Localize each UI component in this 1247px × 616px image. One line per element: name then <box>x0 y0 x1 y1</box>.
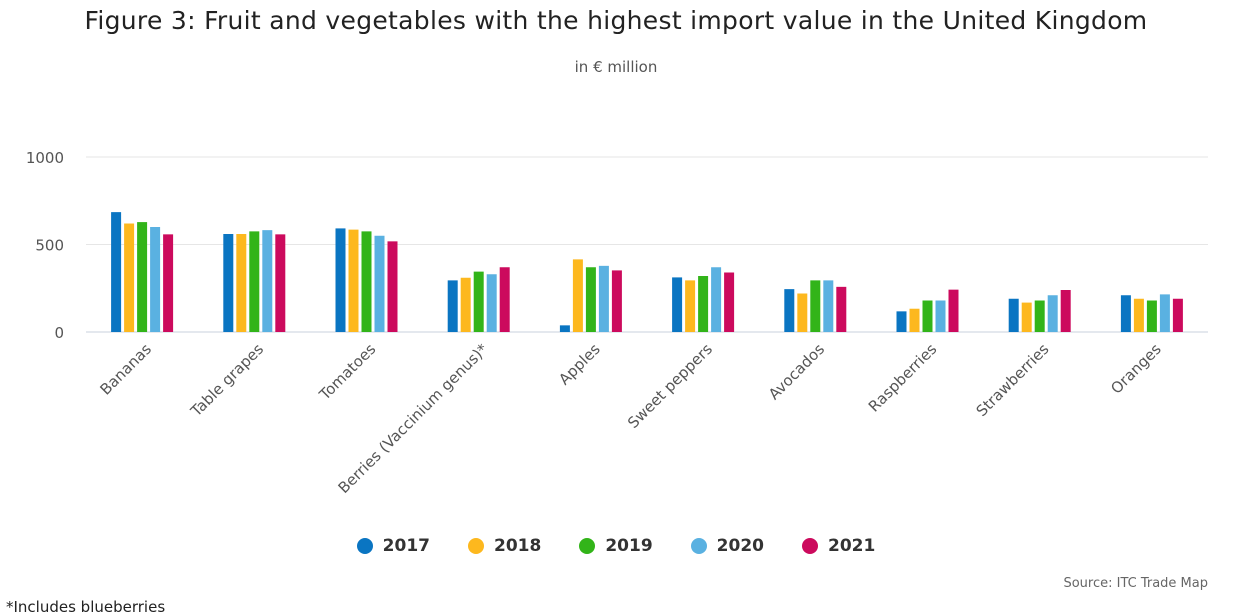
bar <box>1133 298 1144 332</box>
bar <box>1034 300 1045 332</box>
bar <box>223 234 234 332</box>
legend-marker <box>579 538 596 554</box>
chart-legend: 2017 2018 2019 2020 2021 <box>0 536 1232 559</box>
bar <box>711 267 722 332</box>
bar <box>137 222 148 332</box>
legend-item[interactable]: 2018 <box>468 536 541 556</box>
x-tick-label: Oranges <box>1107 340 1165 398</box>
bar <box>348 229 359 332</box>
legend-marker <box>356 538 373 554</box>
bar <box>236 234 247 332</box>
y-tick-label: 1000 <box>26 149 64 167</box>
legend-label: 2018 <box>494 536 542 556</box>
bar <box>387 241 398 332</box>
x-tick-label: Sweet peppers <box>624 340 716 432</box>
bar <box>672 277 683 332</box>
bar <box>1047 295 1058 332</box>
bar <box>823 280 834 332</box>
bar <box>374 235 385 332</box>
bar <box>1120 295 1131 332</box>
bar <box>499 267 510 332</box>
x-tick-label: Raspberries <box>865 340 941 416</box>
y-tick-label: 500 <box>35 237 64 255</box>
legend-marker <box>468 538 484 554</box>
chart-title: Figure 3: Fruit and vegetables with the … <box>84 6 1148 35</box>
bar <box>1021 302 1032 332</box>
bar <box>473 271 484 332</box>
bar <box>150 227 161 332</box>
x-tick-label: Bananas <box>96 340 155 399</box>
bar <box>922 300 933 332</box>
bar <box>486 274 497 332</box>
bar <box>585 267 596 332</box>
bar <box>724 272 735 332</box>
legend-marker <box>801 538 818 554</box>
bar <box>685 280 696 332</box>
bar <box>836 286 847 332</box>
legend-label: 2021 <box>827 536 876 556</box>
bar <box>262 230 273 332</box>
bar <box>598 265 609 332</box>
bar <box>797 293 808 332</box>
bar <box>572 259 583 332</box>
bar <box>784 289 795 332</box>
legend-label: 2019 <box>605 536 653 556</box>
bar <box>935 300 946 332</box>
bar <box>124 223 135 332</box>
legend-marker <box>690 538 707 554</box>
bar <box>1172 298 1183 332</box>
bar <box>896 311 907 332</box>
bar <box>1008 298 1019 332</box>
x-tick-label: Table grapes <box>187 340 268 421</box>
bar <box>111 212 122 332</box>
bar <box>335 228 346 332</box>
bar <box>1159 294 1170 332</box>
legend-item[interactable]: 2019 <box>579 536 653 556</box>
footnote: *Includes blueberries <box>6 598 166 616</box>
bar <box>163 234 174 332</box>
bar <box>1146 300 1157 332</box>
bar <box>460 277 471 332</box>
bar <box>361 231 372 332</box>
bar <box>698 276 709 332</box>
bar <box>1060 290 1071 332</box>
x-tick-label: Apples <box>555 340 604 389</box>
source-note: Source: ITC Trade Map <box>1063 576 1208 591</box>
bar <box>909 308 920 332</box>
bar <box>275 234 286 332</box>
x-tick-label: Avocados <box>765 340 828 403</box>
bar <box>611 270 622 332</box>
y-tick-label: 0 <box>54 324 64 342</box>
x-tick-label: Tomatoes <box>315 340 379 404</box>
legend-label: 2017 <box>382 536 430 556</box>
bar <box>948 289 959 332</box>
bar <box>810 280 821 332</box>
x-tick-label: Strawberries <box>973 340 1053 420</box>
legend-label: 2020 <box>716 536 764 556</box>
legend-item[interactable]: 2021 <box>801 536 876 556</box>
legend-item[interactable]: 2017 <box>356 536 430 556</box>
bar <box>249 231 260 332</box>
legend-item[interactable]: 2020 <box>690 536 764 556</box>
chart-subtitle: in € million <box>574 58 658 76</box>
bar <box>559 325 570 332</box>
bar <box>447 280 458 332</box>
